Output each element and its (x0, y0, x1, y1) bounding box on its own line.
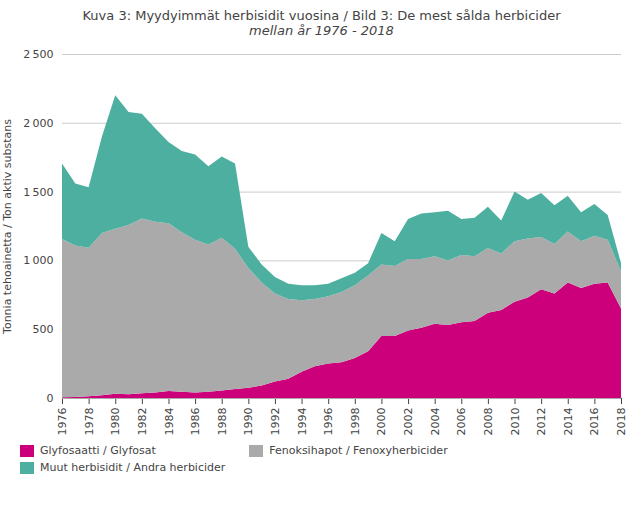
svg-text:1 000: 1 000 (23, 254, 53, 267)
svg-text:1984: 1984 (162, 408, 175, 436)
html-text:Kuva 3: Myydyimmät herbisidit: Kuva 3: Myydyimmät herbisidit vuosina / … (82, 8, 561, 23)
html-text:Fenoksihapot / Fenoxyherbicide: Fenoksihapot / Fenoxyherbicider (269, 444, 448, 457)
svg-text:2002: 2002 (402, 408, 415, 436)
svg-text:2016: 2016 (588, 408, 601, 436)
svg-text:2008: 2008 (482, 408, 495, 436)
svg-text:1996: 1996 (322, 408, 335, 436)
svg-text:2014: 2014 (562, 408, 575, 436)
svg-text:1 500: 1 500 (23, 186, 53, 199)
svg-text:2000: 2000 (375, 408, 388, 436)
svg-text:1992: 1992 (269, 408, 282, 436)
svg-text:1986: 1986 (189, 408, 202, 436)
svg-text:1980: 1980 (109, 408, 122, 436)
svg-text:1976: 1976 (56, 408, 69, 436)
html-text:Muut herbisidit / Andra herbic: Muut herbisidit / Andra herbicider (40, 461, 226, 474)
svg-text:1994: 1994 (296, 408, 309, 436)
svg-text:1978: 1978 (83, 408, 96, 436)
svg-text:2 500: 2 500 (23, 48, 53, 61)
svg-text:500: 500 (33, 323, 54, 336)
svg-text:1988: 1988 (216, 408, 229, 436)
svg-text:2010: 2010 (509, 408, 522, 436)
svg-text:2 000: 2 000 (23, 117, 53, 130)
svg-text:0: 0 (47, 392, 54, 405)
svg-text:1990: 1990 (242, 408, 255, 436)
svg-text:2018: 2018 (615, 408, 628, 436)
svg-text:1998: 1998 (349, 408, 362, 436)
html-text:Glyfosaatti / Glyfosat: Glyfosaatti / Glyfosat (40, 444, 156, 457)
svg-text:Tonnia tehoainetta / Ton aktiv: Tonnia tehoainetta / Ton aktiv substans (1, 119, 14, 335)
svg-text:1982: 1982 (136, 408, 149, 436)
svg-text:2004: 2004 (429, 408, 442, 436)
html-text:mellan år 1976 - 2018: mellan år 1976 - 2018 (249, 23, 394, 38)
svg-text:2012: 2012 (535, 408, 548, 436)
svg-text:2006: 2006 (455, 408, 468, 436)
